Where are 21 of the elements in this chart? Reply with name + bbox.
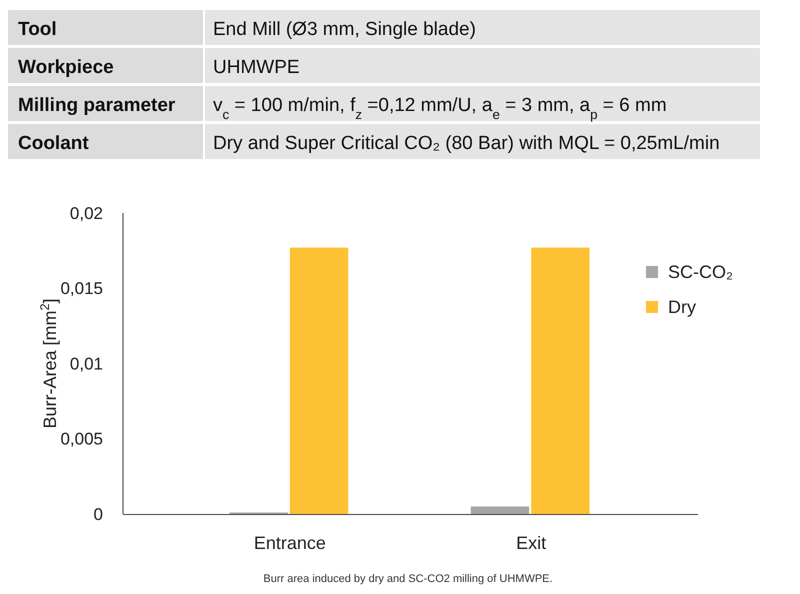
text: Milling parameter <box>18 95 176 116</box>
x-tick-label: Entrance <box>254 533 326 553</box>
y-tick-label: 0,015 <box>60 279 103 298</box>
legend-label: SC-CO₂ <box>668 262 733 282</box>
bar <box>531 248 590 514</box>
text: Tool <box>18 19 57 40</box>
bar <box>470 506 530 514</box>
legend-label: Dry <box>668 297 696 317</box>
y-tick-label: 0,005 <box>60 430 103 449</box>
x-tick-label: Exit <box>516 533 546 553</box>
text: Burr area induced by dry and SC-CO2 milling of UHMWPE. <box>263 573 553 585</box>
text: Dry and Super Critical CO₂ (80 Bar) with MQL = 0,25mL/min <box>213 133 720 154</box>
text: v$_{c}$ = 100 m/min, f$_{z}$ =0,12 mm/U, a$_{e}$ = 3 mm, a$_{p}$ = 6 mm <box>213 95 667 122</box>
text: End Mill (Ø3 mm, Single blade) <box>213 19 476 40</box>
y-tick-label: 0,01 <box>70 354 103 374</box>
bar <box>290 248 348 514</box>
y-tick-label: 0 <box>94 504 103 524</box>
y-tick-label: 0,02 <box>70 204 103 223</box>
text: UHMWPE <box>213 57 300 78</box>
text: Coolant <box>18 133 90 154</box>
text: Workpiece <box>18 57 114 78</box>
